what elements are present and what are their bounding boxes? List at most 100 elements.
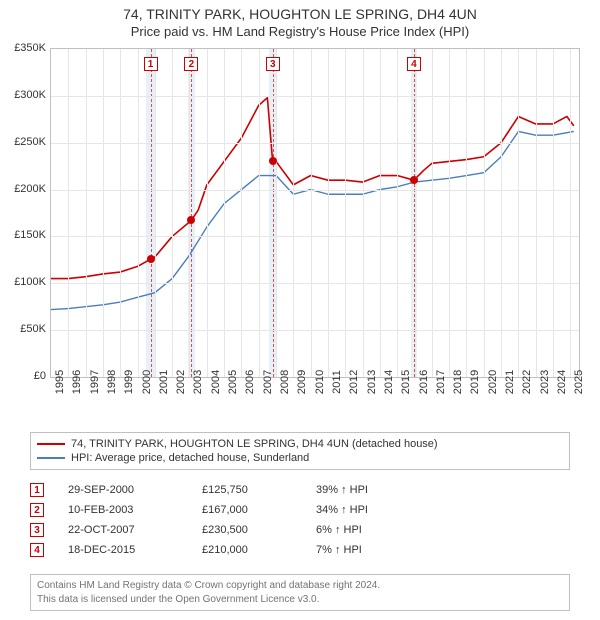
legend-label: HPI: Average price, detached house, Sund… — [71, 452, 309, 464]
gridline-v — [241, 49, 242, 377]
x-tick-label: 2013 — [366, 370, 378, 394]
event-pct: 7% ↑ HPI — [316, 544, 426, 556]
y-tick-label: £200K — [0, 183, 46, 195]
y-tick-label: £0 — [0, 370, 46, 382]
y-tick-label: £100K — [0, 276, 46, 288]
gridline-v — [207, 49, 208, 377]
x-tick-label: 1998 — [106, 370, 118, 394]
event-row: 322-OCT-2007£230,5006% ↑ HPI — [30, 520, 570, 540]
gridline-v — [415, 49, 416, 377]
marker-box: 3 — [266, 57, 280, 71]
x-tick-label: 2019 — [469, 370, 481, 394]
x-tick-label: 2015 — [400, 370, 412, 394]
x-tick-label: 2010 — [314, 370, 326, 394]
y-tick-label: £250K — [0, 136, 46, 148]
chart-title: 74, TRINITY PARK, HOUGHTON LE SPRING, DH… — [0, 6, 600, 22]
gridline-h — [51, 283, 579, 284]
gridline-v — [570, 49, 571, 377]
gridline-v — [484, 49, 485, 377]
footer: Contains HM Land Registry data © Crown c… — [30, 574, 570, 611]
x-tick-label: 2025 — [573, 370, 585, 394]
event-price: £230,500 — [202, 524, 292, 536]
gridline-v — [363, 49, 364, 377]
marker-dot — [410, 176, 418, 184]
legend: 74, TRINITY PARK, HOUGHTON LE SPRING, DH… — [30, 432, 570, 470]
gridline-v — [68, 49, 69, 377]
series-line — [51, 98, 574, 279]
legend-item: HPI: Average price, detached house, Sund… — [37, 451, 563, 465]
gridline-v — [553, 49, 554, 377]
gridline-v — [86, 49, 87, 377]
x-tick-label: 2014 — [383, 370, 395, 394]
x-tick-label: 2002 — [175, 370, 187, 394]
event-number: 3 — [30, 523, 44, 537]
x-tick-label: 1996 — [71, 370, 83, 394]
event-row: 418-DEC-2015£210,0007% ↑ HPI — [30, 540, 570, 560]
chart-subtitle: Price paid vs. HM Land Registry's House … — [0, 24, 600, 39]
y-tick-label: £150K — [0, 229, 46, 241]
legend-item: 74, TRINITY PARK, HOUGHTON LE SPRING, DH… — [37, 437, 563, 451]
gridline-v — [466, 49, 467, 377]
legend-label: 74, TRINITY PARK, HOUGHTON LE SPRING, DH… — [71, 438, 438, 450]
gridline-v — [501, 49, 502, 377]
gridline-v — [345, 49, 346, 377]
gridline-v — [293, 49, 294, 377]
footer-line: This data is licensed under the Open Gov… — [37, 593, 563, 607]
x-tick-label: 2004 — [210, 370, 222, 394]
event-price: £125,750 — [202, 484, 292, 496]
event-number: 1 — [30, 483, 44, 497]
marker-box: 4 — [407, 57, 421, 71]
marker-dot — [187, 216, 195, 224]
gridline-v — [138, 49, 139, 377]
gridline-v — [449, 49, 450, 377]
x-tick-label: 2018 — [452, 370, 464, 394]
x-tick-label: 2006 — [244, 370, 256, 394]
x-tick-label: 2016 — [418, 370, 430, 394]
event-pct: 39% ↑ HPI — [316, 484, 426, 496]
gridline-v — [224, 49, 225, 377]
marker-dot — [269, 157, 277, 165]
event-date: 10-FEB-2003 — [68, 504, 178, 516]
gridline-v — [120, 49, 121, 377]
y-tick-label: £300K — [0, 89, 46, 101]
y-tick-label: £50K — [0, 323, 46, 335]
gridline-v — [397, 49, 398, 377]
event-date: 29-SEP-2000 — [68, 484, 178, 496]
gridline-v — [259, 49, 260, 377]
line-svg — [51, 49, 579, 377]
x-tick-label: 2009 — [296, 370, 308, 394]
x-tick-label: 2007 — [262, 370, 274, 394]
x-tick-label: 2008 — [279, 370, 291, 394]
gridline-v — [155, 49, 156, 377]
gridline-v — [432, 49, 433, 377]
x-tick-label: 2022 — [521, 370, 533, 394]
gridline-v — [189, 49, 190, 377]
event-row: 1 29-SEP-2000 £125,750 39% ↑ HPI — [30, 480, 570, 500]
gridline-h — [51, 236, 579, 237]
marker-dot — [147, 255, 155, 263]
footer-line: Contains HM Land Registry data © Crown c… — [37, 579, 563, 593]
gridline-v — [276, 49, 277, 377]
event-row: 210-FEB-2003£167,00034% ↑ HPI — [30, 500, 570, 520]
gridline-v — [172, 49, 173, 377]
event-date: 22-OCT-2007 — [68, 524, 178, 536]
legend-swatch — [37, 443, 65, 445]
gridline-h — [51, 143, 579, 144]
gridline-v — [311, 49, 312, 377]
x-tick-label: 2003 — [192, 370, 204, 394]
plot-area: 1234 — [50, 48, 580, 378]
gridline-h — [51, 190, 579, 191]
x-tick-label: 2011 — [331, 370, 343, 394]
event-price: £210,000 — [202, 544, 292, 556]
x-tick-label: 2024 — [556, 370, 568, 394]
gridline-v — [103, 49, 104, 377]
y-tick-label: £350K — [0, 42, 46, 54]
gridline-v — [380, 49, 381, 377]
gridline-v — [328, 49, 329, 377]
x-tick-label: 1999 — [123, 370, 135, 394]
x-tick-label: 1995 — [54, 370, 66, 394]
gridline-h — [51, 96, 579, 97]
x-tick-label: 2020 — [487, 370, 499, 394]
events-table: 1 29-SEP-2000 £125,750 39% ↑ HPI 210-FEB-200… — [30, 480, 570, 560]
gridline-h — [51, 330, 579, 331]
